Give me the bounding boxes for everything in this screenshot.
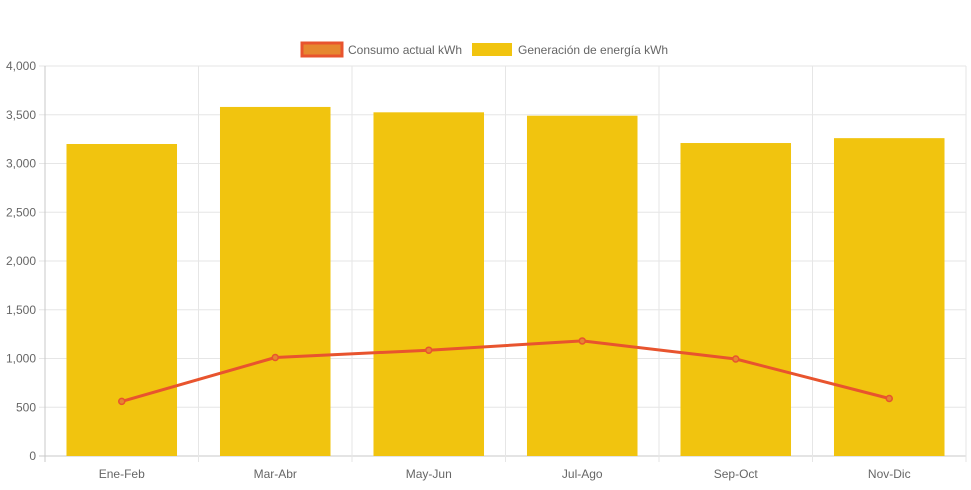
point-consumo[interactable] [578,337,586,345]
legend: Consumo actual kWh Generación de energía… [300,41,668,58]
x-tick-label: Nov-Dic [868,467,911,481]
bar-generacion[interactable] [373,112,485,456]
line-consumo [121,339,890,403]
bar-generacion[interactable] [66,144,178,456]
x-tick-label: Sep-Oct [714,467,759,481]
y-tick-label: 1,500 [6,303,36,317]
point-consumo[interactable] [885,394,893,403]
legend-label-consumo: Consumo actual kWh [348,43,462,57]
point-consumo[interactable] [425,346,433,354]
legend-item-consumo[interactable]: Consumo actual kWh [300,41,462,58]
y-tick-label: 1,000 [6,352,36,366]
bar-generacion[interactable] [680,143,792,456]
legend-swatch-consumo [300,41,344,58]
x-tick-label: May-Jun [406,467,452,481]
point-consumo[interactable] [118,397,126,406]
y-tick-label: 0 [29,449,36,463]
x-tick-label: Mar-Abr [254,467,297,481]
bars [66,106,945,456]
y-tick-label: 500 [16,400,36,414]
y-tick-label: 4,000 [6,59,36,73]
legend-swatch-generacion [472,43,512,56]
grid [39,65,967,462]
point-consumo[interactable] [732,355,740,363]
y-tick-label: 2,500 [6,205,36,219]
x-tick-label: Ene-Feb [99,467,145,481]
line-series [118,337,893,406]
axes: 0 500 1,000 1,500 2,000 2,500 3,000 3,500 4,000 E… [6,59,911,481]
legend-item-generacion[interactable]: Generación de energía kWh [472,43,668,57]
y-tick-label: 3,000 [6,157,36,171]
bar-generacion[interactable] [219,106,331,456]
point-consumo[interactable] [271,353,279,362]
x-tick-label: Jul-Ago [562,467,603,481]
y-tick-label: 3,500 [6,108,36,122]
bar-generacion[interactable] [833,138,945,456]
y-tick-label: 2,000 [6,254,36,268]
legend-label-generacion: Generación de energía kWh [518,43,668,57]
bar-generacion[interactable] [526,115,638,456]
